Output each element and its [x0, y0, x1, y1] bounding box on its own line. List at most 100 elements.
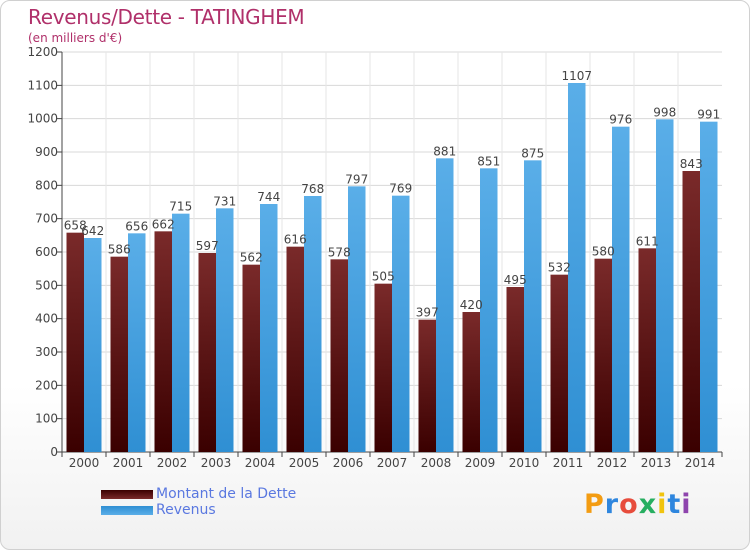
data-label-debt: 658 [64, 219, 87, 233]
bar-debt [154, 231, 172, 452]
data-label-debt: 597 [196, 239, 219, 253]
bar-revenue [436, 158, 454, 453]
logo-letter: x [638, 489, 658, 520]
x-tick-label: 2006 [333, 456, 364, 470]
y-tick-label: 300 [35, 345, 58, 359]
bar-debt [550, 274, 568, 452]
data-label-revenue: 881 [433, 144, 456, 158]
bar-debt [242, 264, 260, 452]
data-label-debt: 495 [504, 273, 527, 287]
legend-label-revenue: Revenus [156, 502, 216, 518]
bar-debt [110, 256, 128, 452]
data-label-debt: 532 [548, 261, 571, 275]
y-tick-label: 1000 [27, 112, 58, 126]
bar-revenue [172, 213, 190, 452]
bar-revenue [392, 195, 410, 452]
x-tick-label: 2002 [157, 456, 188, 470]
bar-debt [66, 232, 84, 452]
data-label-revenue: 998 [653, 105, 676, 119]
x-tick-label: 2010 [509, 456, 540, 470]
data-label-revenue: 851 [477, 154, 500, 168]
y-tick-label: 500 [35, 278, 58, 292]
y-tick-label: 100 [35, 412, 58, 426]
data-label-revenue: 1107 [561, 69, 592, 83]
x-tick-label: 2000 [69, 456, 100, 470]
x-tick-label: 2003 [201, 456, 232, 470]
data-label-debt: 505 [372, 270, 395, 284]
logo-letter: i [681, 489, 692, 520]
data-label-debt: 562 [240, 251, 263, 265]
bars [66, 83, 718, 453]
data-label-revenue: 744 [257, 190, 280, 204]
bar-debt [418, 319, 436, 452]
bar-revenue [656, 119, 674, 452]
logo-letter: i [657, 489, 668, 520]
x-tick-label: 2009 [465, 456, 496, 470]
x-tick-label: 2007 [377, 456, 408, 470]
bar-revenue [128, 233, 146, 452]
bar-debt [286, 246, 304, 452]
y-tick-label: 1200 [27, 45, 58, 59]
bar-debt [638, 248, 656, 452]
bar-revenue [84, 238, 102, 452]
data-label-revenue: 731 [213, 194, 236, 208]
x-tick-label: 2004 [245, 456, 276, 470]
x-tick-label: 2014 [685, 456, 716, 470]
data-label-debt: 420 [460, 298, 483, 312]
data-label-debt: 397 [416, 306, 439, 320]
y-tick-label: 1100 [27, 78, 58, 92]
x-tick-label: 2008 [421, 456, 452, 470]
x-tick-label: 2005 [289, 456, 320, 470]
legend-swatch-debt [101, 490, 153, 499]
data-label-debt: 578 [328, 245, 351, 259]
data-label-debt: 586 [108, 243, 131, 257]
bar-revenue [612, 126, 630, 453]
bar-revenue [568, 83, 586, 452]
bar-debt [462, 312, 480, 452]
bar-revenue [700, 121, 718, 453]
axes: 0 100 200 300 400 500 600 700 800 900 1000 1100 1200… [27, 45, 723, 470]
bar-debt [682, 171, 700, 452]
x-tick-label: 2013 [641, 456, 672, 470]
proxiti-logo: Proxiti [584, 489, 692, 520]
bar-revenue [348, 186, 366, 453]
logo-letter: o [619, 489, 639, 520]
legend-swatch-revenue [101, 506, 153, 515]
data-label-revenue: 656 [125, 219, 148, 233]
data-label-revenue: 797 [345, 172, 368, 186]
y-tick-label: 200 [35, 378, 58, 392]
bar-revenue [304, 196, 322, 452]
y-tick-label: 800 [35, 178, 58, 192]
data-label-revenue: 991 [697, 108, 720, 122]
bar-debt [374, 283, 392, 452]
chart-subtitle: (en milliers d'€) [28, 31, 123, 45]
y-tick-label: 700 [35, 212, 58, 226]
data-label-revenue: 715 [169, 200, 192, 214]
x-tick-label: 2001 [113, 456, 144, 470]
bar-debt [330, 259, 348, 452]
x-tick-label: 2011 [553, 456, 584, 470]
bar-debt [198, 253, 216, 452]
y-tick-label: 900 [35, 145, 58, 159]
bar-revenue [260, 204, 278, 452]
bar-revenue [524, 160, 542, 453]
data-label-revenue: 976 [609, 113, 632, 127]
bar-revenue [216, 208, 234, 452]
legend-label-debt: Montant de la Dette [156, 486, 297, 502]
data-label-debt: 611 [636, 234, 659, 248]
data-label-debt: 580 [592, 245, 615, 259]
data-label-revenue: 768 [301, 182, 324, 196]
y-tick-label: 0 [50, 445, 58, 459]
y-tick-label: 600 [35, 245, 58, 259]
logo-letter: t [667, 489, 682, 520]
y-tick-label: 400 [35, 312, 58, 326]
logo-letter: P [584, 489, 605, 520]
x-tick-label: 2012 [597, 456, 628, 470]
data-label-revenue: 875 [521, 146, 544, 160]
data-label-debt: 843 [680, 157, 703, 171]
chart-title: Revenus/Dette - TATINGHEM [28, 5, 305, 29]
data-label-debt: 662 [152, 217, 175, 231]
